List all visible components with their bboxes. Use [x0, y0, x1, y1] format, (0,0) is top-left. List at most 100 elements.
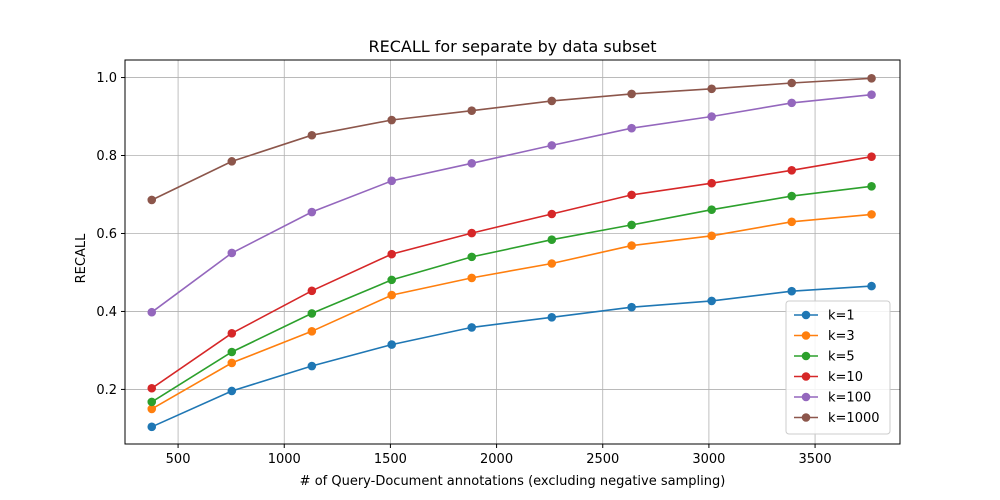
x-axis-label: # of Query-Document annotations (excludi… [300, 474, 726, 489]
x-tick-label: 3000 [692, 452, 725, 467]
data-point-k-10 [467, 228, 477, 238]
data-point-k-1000 [387, 115, 396, 125]
legend-swatch-marker [801, 331, 811, 340]
legend-label: k=5 [828, 350, 855, 365]
data-point-k-100 [787, 98, 797, 108]
data-point-k-1000 [787, 78, 797, 88]
series-line-k-1000 [151, 77, 872, 201]
series-line-k-5 [151, 185, 872, 403]
legend-swatch-marker [801, 413, 811, 422]
series-line-k-10 [151, 155, 872, 389]
legend-label: k=1000 [828, 411, 880, 426]
series-line-k-100 [151, 93, 872, 313]
data-point-k-3 [307, 327, 317, 336]
data-point-k-5 [707, 205, 716, 215]
x-tick-label: 1500 [374, 452, 407, 467]
data-point-k-3 [147, 404, 157, 414]
x-tick-label: 2000 [480, 452, 513, 467]
data-point-k-10 [547, 209, 557, 219]
data-point-k-10 [307, 286, 317, 296]
legend-label: k=10 [828, 370, 863, 385]
data-point-k-1000 [547, 96, 557, 106]
series-k-3 [147, 210, 876, 414]
series-k-1 [147, 281, 876, 432]
data-point-k-3 [627, 241, 636, 250]
series-k-100 [147, 90, 876, 317]
data-point-k-10 [627, 190, 636, 200]
data-point-k-100 [867, 90, 876, 99]
data-point-k-10 [707, 178, 716, 188]
data-point-k-3 [387, 290, 396, 300]
legend-item-k-3: k=3 [794, 329, 855, 344]
y-tick-label: 0.8 [96, 149, 117, 164]
x-tick-label: 500 [166, 452, 191, 467]
data-point-k-1 [307, 361, 317, 371]
data-point-k-1000 [147, 195, 157, 205]
data-point-k-1000 [707, 84, 716, 94]
data-point-k-1000 [307, 130, 317, 140]
legend-swatch-marker [801, 351, 811, 361]
data-point-k-3 [467, 273, 477, 283]
data-point-k-1 [707, 296, 716, 306]
data-point-k-1000 [467, 106, 477, 115]
legend-item-k-10: k=10 [794, 370, 863, 385]
data-point-k-100 [147, 307, 157, 317]
data-point-k-1 [227, 386, 237, 396]
y-tick-label: 0.6 [96, 227, 117, 242]
x-tick-label: 2500 [586, 452, 619, 467]
data-point-k-100 [467, 159, 477, 168]
data-point-k-100 [387, 176, 396, 186]
data-point-k-5 [787, 191, 797, 201]
x-tick-label: 3500 [799, 452, 832, 467]
series-k-10 [147, 152, 876, 393]
legend-box [785, 300, 891, 435]
data-point-k-1 [147, 422, 157, 432]
data-point-k-5 [387, 275, 396, 285]
data-point-k-5 [867, 182, 876, 191]
axes: 500 1000 1500 2000 2500 3000 3500 0.2 0.4 0.6 0.8 1… [96, 59, 901, 467]
data-point-k-5 [147, 397, 157, 407]
legend-label: k=3 [828, 329, 855, 344]
y-axis-label: RECALL [74, 233, 89, 283]
legend-item-k-100: k=100 [794, 391, 871, 406]
data-point-k-100 [307, 207, 317, 217]
data-point-k-100 [547, 141, 557, 150]
data-point-k-5 [547, 235, 557, 245]
legend-item-k-1: k=1 [794, 309, 855, 324]
y-tick-label: 1.0 [96, 71, 117, 86]
plot-frame [124, 59, 901, 445]
y-tick-label: 0.2 [96, 383, 117, 398]
data-point-k-5 [307, 309, 317, 318]
data-point-k-1 [467, 323, 477, 332]
data-point-k-3 [227, 358, 237, 368]
data-point-k-1000 [867, 74, 876, 83]
data-point-k-1000 [627, 89, 636, 99]
x-tick-label: 1000 [268, 452, 301, 467]
data-point-k-3 [787, 217, 797, 227]
series-line-k-3 [151, 213, 872, 410]
legend-swatch-marker [801, 392, 811, 402]
data-point-k-1 [787, 286, 797, 296]
legend: k=1 k=3 k=5 k=10 k=100 k=1000 [785, 300, 891, 435]
data-point-k-1 [867, 281, 876, 291]
data-point-k-1 [627, 302, 636, 312]
data-point-k-3 [547, 259, 557, 268]
chart-title: RECALL for separate by data subset [369, 37, 657, 56]
data-point-k-100 [227, 248, 237, 258]
legend-swatch-marker [801, 310, 811, 320]
legend-item-k-5: k=5 [794, 350, 855, 365]
legend-item-k-1000: k=1000 [794, 411, 880, 426]
series-layer [147, 74, 876, 432]
data-point-k-5 [467, 252, 477, 262]
data-point-k-5 [227, 347, 237, 357]
data-point-k-3 [707, 231, 716, 241]
data-point-k-10 [227, 328, 237, 338]
legend-swatch-marker [801, 372, 811, 381]
data-point-k-100 [627, 123, 636, 133]
data-point-k-3 [867, 210, 876, 219]
data-point-k-1 [387, 340, 396, 349]
series-k-1000 [147, 74, 876, 205]
data-point-k-5 [627, 220, 636, 230]
data-point-k-10 [787, 166, 797, 175]
